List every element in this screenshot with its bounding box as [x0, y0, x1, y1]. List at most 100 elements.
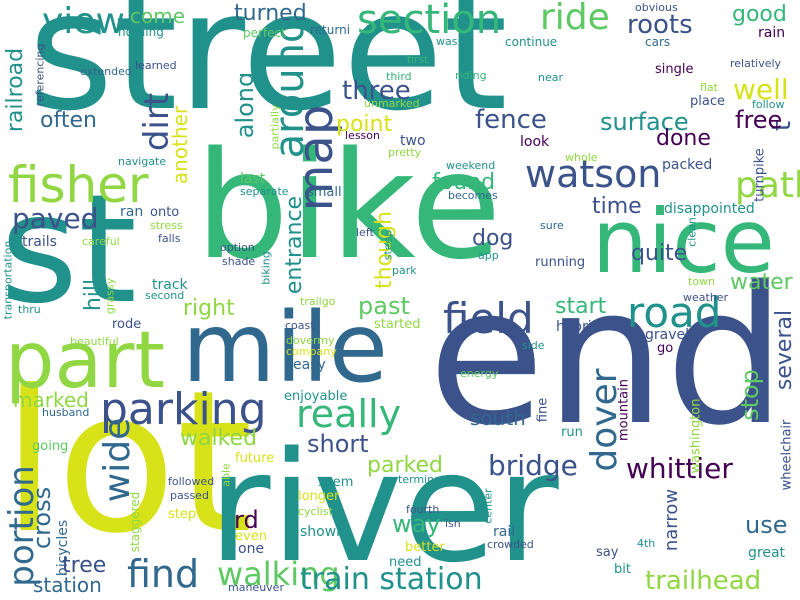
word-town: town	[688, 275, 716, 288]
word-first: first	[407, 53, 429, 66]
word-shade: shade	[222, 255, 256, 268]
word-parking: parking	[100, 384, 267, 435]
word-going: going	[32, 439, 69, 454]
word-several: several	[772, 309, 797, 391]
word-free: free	[735, 106, 783, 134]
word-even: even	[235, 529, 267, 544]
word-park: park	[392, 264, 417, 277]
word-wheelchair: wheelchair	[779, 419, 795, 491]
word-returni: returni	[310, 23, 351, 37]
word-walked: walked	[180, 426, 258, 451]
word-grassy: grassy	[103, 277, 117, 315]
word-trailhead: trailhead	[645, 566, 762, 596]
word-need: need	[389, 555, 422, 570]
word-washington: washington	[688, 398, 704, 474]
word-weather: weather	[683, 291, 729, 304]
word-another: another	[168, 105, 192, 185]
word-well: well	[733, 73, 789, 106]
word-tree: tree	[62, 553, 107, 578]
word-parked: parked	[367, 453, 443, 478]
word-4th: 4th	[637, 537, 656, 550]
word-disappointed: disappointed	[664, 201, 755, 217]
word-bike: bike	[195, 120, 502, 292]
word-shown: shown	[300, 524, 346, 540]
word-one: one	[238, 541, 265, 557]
word-railroad: railroad	[3, 47, 28, 133]
word-really: really	[296, 392, 402, 436]
word-last: last	[240, 171, 266, 187]
word-short: short	[307, 430, 369, 458]
word-lot: lot	[2, 349, 254, 577]
word-able: able	[219, 463, 233, 487]
word-use: use	[745, 511, 788, 539]
word-step: step	[168, 507, 197, 522]
word-part: part	[5, 316, 165, 406]
word-train-station: train station	[300, 562, 483, 597]
word-track: track	[152, 277, 188, 293]
word-running: running	[535, 255, 586, 270]
word-obvious: obvious	[635, 1, 678, 14]
word-often: often	[40, 108, 97, 133]
word-go: go	[657, 341, 674, 356]
word-seem: seem	[318, 475, 354, 490]
word-maneuver: maneuver	[228, 581, 284, 594]
word-ride: ride	[540, 0, 610, 38]
word-enjoyable: enjoyable	[284, 389, 348, 404]
word-right: right	[183, 296, 235, 321]
word-rain: rain	[758, 25, 786, 41]
word-wasn: wasn	[436, 35, 465, 48]
word-three: three	[342, 76, 411, 106]
word-weekend: weekend	[446, 159, 496, 172]
word-cars: cars	[645, 35, 671, 49]
word-staggered: staggered	[128, 491, 142, 553]
word-entrance: entrance	[282, 195, 307, 295]
word-referencing: referencing	[33, 43, 47, 107]
word-narrow: narrow	[661, 488, 682, 552]
word-find: find	[127, 552, 200, 596]
word-riding: riding	[455, 69, 487, 82]
word-passed: passed	[170, 489, 209, 502]
word-lesson: lesson	[345, 129, 380, 142]
word-end: end	[428, 246, 786, 467]
word-hybrid: hybrid	[556, 319, 601, 335]
word-whole: whole	[565, 151, 598, 164]
word-falls: falls	[158, 232, 181, 245]
word-section: section	[357, 0, 502, 43]
word-bridge: bridge	[488, 449, 578, 482]
word-near: near	[538, 71, 564, 84]
word-field: field	[443, 294, 534, 343]
word-continue: continue	[505, 35, 558, 49]
word-marked: marked	[13, 388, 89, 412]
word-two: two	[400, 133, 426, 149]
word-stop: stop	[736, 369, 764, 421]
word-start: start	[555, 294, 607, 319]
word-st: st	[0, 163, 137, 337]
word-past: past	[358, 292, 410, 320]
word-third: third	[386, 70, 412, 83]
word-way: way	[392, 510, 441, 538]
word-south: south	[470, 406, 526, 430]
word-navigate: navigate	[118, 155, 167, 168]
word-run: run	[561, 425, 583, 440]
word-unmarked: unmarked	[364, 97, 420, 110]
word-relatively: relatively	[730, 57, 782, 70]
word-option: option	[220, 241, 255, 254]
word-gravel: gravel	[645, 327, 690, 343]
word-river: river	[208, 419, 559, 596]
word-turnpike: turnpike	[752, 148, 768, 202]
word-great: great	[748, 545, 786, 561]
word-pretty: pretty	[388, 146, 422, 159]
word-single: single	[655, 62, 694, 77]
word-fence: fence	[475, 105, 547, 135]
word-coast: coast	[285, 319, 315, 332]
word-trailgo: trailgo	[300, 295, 336, 308]
word-rail: rail	[493, 524, 516, 540]
word-biking: biking	[259, 251, 273, 285]
word-whittier: whittier	[626, 452, 733, 485]
word-onto: onto	[150, 205, 180, 220]
word-watson: watson	[525, 152, 662, 196]
word-follow: follow	[752, 98, 785, 111]
word-future: future	[235, 451, 275, 466]
word-rode: rode	[112, 317, 142, 332]
word-road: road	[627, 288, 722, 337]
